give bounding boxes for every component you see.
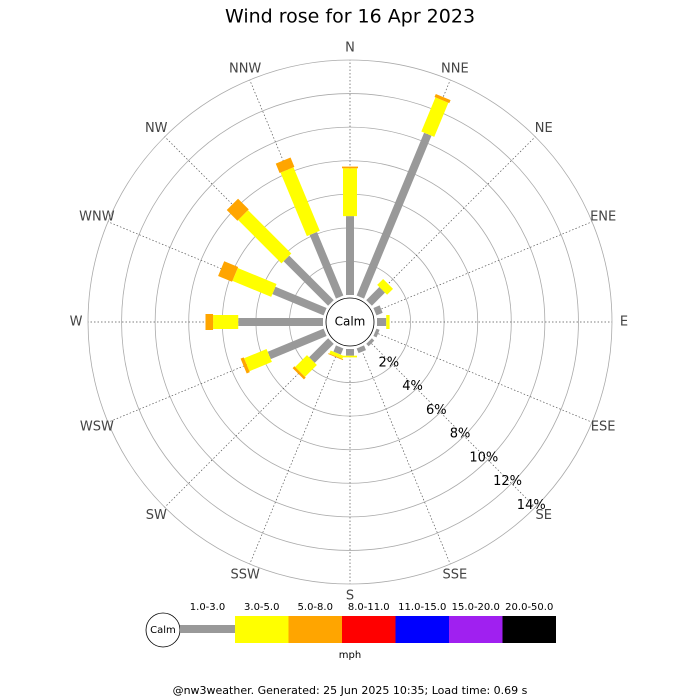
direction-label: NW	[145, 121, 168, 136]
bar-segment	[356, 345, 366, 354]
spoke	[374, 332, 593, 423]
bar-segment	[238, 210, 292, 264]
direction-label: WSW	[80, 419, 114, 434]
bar-segment	[377, 278, 394, 295]
bar-segment	[218, 261, 239, 282]
bar-segment	[272, 286, 327, 316]
direction-label: NNE	[441, 61, 469, 76]
footer: @nw3weather. Generated: 25 Jun 2025 10:3…	[173, 684, 528, 697]
legend-label: 8.0-11.0	[348, 602, 390, 613]
legend-swatch	[288, 616, 342, 643]
legend-swatch	[395, 616, 449, 643]
bar-segment	[280, 167, 320, 237]
legend-label: 1.0-3.0	[190, 602, 225, 613]
calm-label: Calm	[335, 315, 366, 329]
legend-swatch	[502, 616, 556, 643]
calm-circle	[325, 297, 375, 347]
bar-segment	[366, 287, 385, 306]
direction-label: NE	[535, 121, 553, 136]
direction-label: W	[70, 315, 83, 330]
direction-label: WNW	[79, 210, 115, 225]
r-tick-label: 10%	[469, 450, 498, 465]
legend-label: 5.0-8.0	[298, 602, 333, 613]
ring	[121, 93, 579, 551]
legend-unit: mph	[339, 650, 361, 661]
direction-label: S	[346, 589, 354, 604]
spoke	[249, 346, 340, 565]
direction-label: ENE	[590, 210, 616, 225]
bar-segment	[329, 350, 344, 359]
direction-label: SW	[146, 508, 167, 523]
bar-segment	[283, 255, 334, 306]
bar-segment	[309, 338, 334, 363]
spoke	[368, 340, 536, 508]
legend-swatch	[342, 616, 396, 643]
bar-segment	[226, 198, 249, 221]
legend-label: 15.0-20.0	[452, 602, 500, 613]
bar-segment	[244, 348, 272, 372]
legend-label: 20.0-50.0	[505, 602, 553, 613]
r-tick-label: 8%	[450, 427, 471, 442]
bar-segment	[267, 328, 327, 360]
direction-label: NNW	[229, 61, 261, 76]
bar-segment	[240, 357, 250, 374]
legend-label: 3.0-5.0	[244, 602, 279, 613]
legend-swatch	[235, 616, 289, 643]
direction-label: SSW	[230, 568, 260, 583]
spoke	[374, 221, 593, 312]
r-tick-label: 4%	[402, 379, 423, 394]
bar-segment	[232, 267, 277, 297]
bar-segment	[295, 355, 317, 377]
legend-label: 11.0-15.0	[398, 602, 446, 613]
direction-label: SSE	[442, 568, 467, 583]
bar-segment	[309, 231, 344, 299]
r-tick-label: 12%	[493, 474, 522, 489]
r-tick-label: 14%	[517, 498, 546, 513]
bar-segment	[421, 97, 449, 137]
bar-segment	[366, 338, 375, 347]
ring	[154, 126, 546, 518]
bar-segment	[434, 93, 451, 104]
bar-segment	[275, 157, 295, 173]
spoke	[368, 136, 536, 304]
legend-calm-label: Calm	[150, 625, 176, 636]
bar-segment	[292, 366, 306, 380]
legend-swatch	[449, 616, 503, 643]
r-tick-label: 2%	[379, 355, 400, 370]
bar-segment	[333, 345, 344, 355]
direction-label: ESE	[591, 419, 616, 434]
bar-segment	[356, 132, 432, 299]
r-tick-label: 6%	[426, 403, 447, 418]
direction-label: N	[345, 41, 355, 56]
chart-title: Wind rose for 16 Apr 2023	[225, 6, 475, 28]
bar-segment	[373, 305, 383, 316]
direction-label: E	[620, 315, 628, 330]
bar-segment	[373, 328, 380, 338]
spoke	[360, 346, 451, 565]
direction-label: SE	[536, 508, 552, 523]
